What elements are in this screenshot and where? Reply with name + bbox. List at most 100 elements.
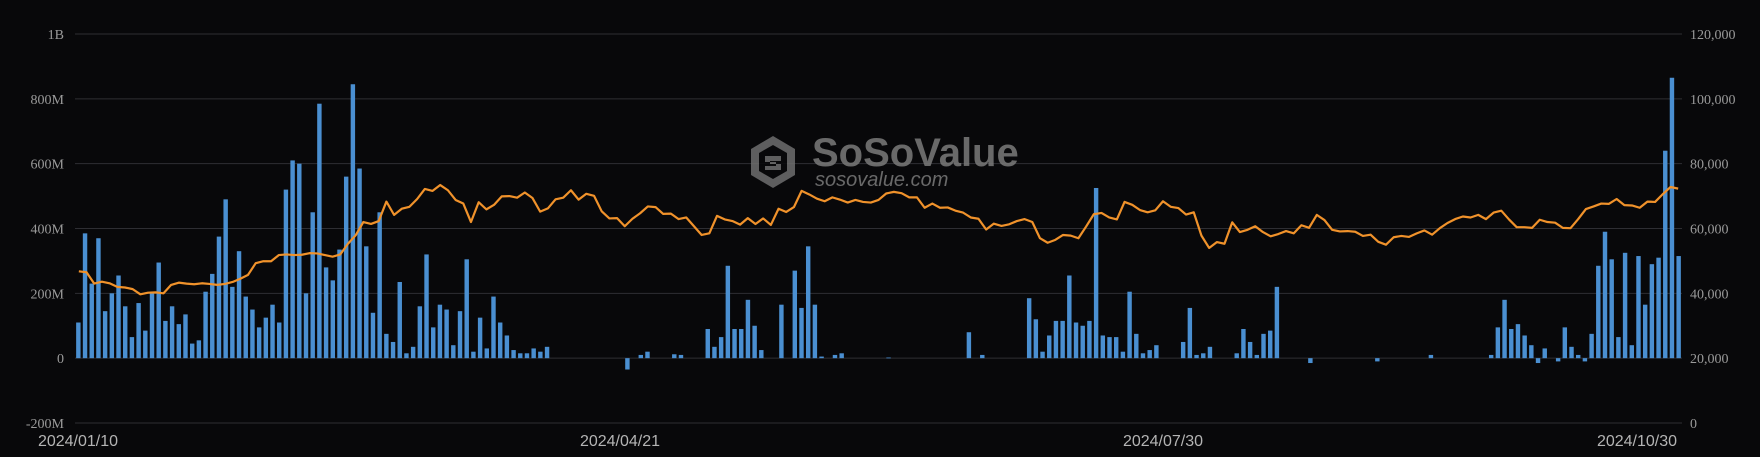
bar xyxy=(163,320,168,359)
bar xyxy=(143,330,148,359)
bar xyxy=(1261,333,1266,359)
bar xyxy=(290,160,295,359)
bar xyxy=(82,233,88,359)
bar xyxy=(263,317,269,359)
bar xyxy=(1629,345,1634,359)
bar xyxy=(1576,354,1581,359)
bar xyxy=(1154,345,1159,359)
bar xyxy=(1187,307,1193,359)
bar xyxy=(886,357,891,359)
bar xyxy=(1656,257,1661,359)
right-tick-label: 40,000 xyxy=(1690,287,1729,302)
bar xyxy=(431,327,436,359)
bar xyxy=(96,238,101,359)
bar xyxy=(337,249,342,359)
right-tick-label: 0 xyxy=(1690,417,1697,432)
left-tick-label: -200M xyxy=(26,417,65,432)
bar xyxy=(799,307,804,359)
bar xyxy=(1087,320,1092,359)
bar xyxy=(1026,298,1032,359)
bar xyxy=(1428,354,1434,359)
left-tick-label: 1B xyxy=(48,28,64,43)
bar xyxy=(397,281,402,359)
bar xyxy=(805,246,811,359)
watermark: SoSoValue sosovalue.com xyxy=(751,131,1019,191)
bar xyxy=(718,337,724,359)
left-tick-label: 0 xyxy=(57,352,64,367)
right-tick-label: 60,000 xyxy=(1690,223,1729,238)
bar xyxy=(183,314,188,359)
bar xyxy=(1308,358,1313,364)
bar xyxy=(477,317,483,359)
left-axis: 1B 800M 600M 400M 200M 0 -200M xyxy=(26,28,65,432)
bar xyxy=(277,322,282,359)
bar xyxy=(89,283,94,359)
bar xyxy=(471,351,476,359)
bar xyxy=(1562,327,1568,359)
bar xyxy=(384,333,389,359)
sosovalue-logo-icon xyxy=(751,136,795,188)
left-tick-label: 200M xyxy=(31,287,65,302)
bar xyxy=(116,275,121,359)
bar xyxy=(1093,187,1099,359)
bar xyxy=(1254,354,1260,359)
bar xyxy=(404,353,409,359)
bar xyxy=(176,324,181,359)
bar xyxy=(1241,328,1246,359)
bar xyxy=(1134,333,1139,359)
bar xyxy=(370,312,376,359)
bar xyxy=(1509,328,1514,359)
bar xyxy=(645,351,650,359)
bar xyxy=(1207,346,1213,359)
bar xyxy=(283,189,289,359)
bar xyxy=(1495,327,1501,359)
right-tick-label: 20,000 xyxy=(1690,352,1729,367)
right-tick-label: 80,000 xyxy=(1690,158,1729,173)
bar xyxy=(129,337,135,359)
bar xyxy=(531,348,536,359)
bar xyxy=(1180,341,1186,359)
right-axis: 120,000 100,000 80,000 60,000 40,000 20,000 0 xyxy=(1690,28,1736,432)
bar xyxy=(980,354,985,359)
left-tick-label: 800M xyxy=(31,93,65,108)
bar xyxy=(1140,353,1146,359)
bar xyxy=(236,251,242,359)
bar xyxy=(390,341,396,359)
bar xyxy=(230,286,235,359)
bar xyxy=(169,306,175,359)
bar xyxy=(1535,358,1541,364)
bar xyxy=(819,356,824,359)
bar xyxy=(437,304,443,359)
bar xyxy=(484,348,489,359)
bar xyxy=(457,311,463,359)
bar xyxy=(1616,337,1621,359)
bar xyxy=(1602,231,1608,359)
bar xyxy=(223,199,228,359)
bar xyxy=(1060,320,1065,359)
bar xyxy=(156,262,161,359)
bar xyxy=(250,309,255,359)
bar xyxy=(1067,275,1072,359)
bar xyxy=(491,296,496,359)
bar xyxy=(76,322,81,359)
watermark-title: SoSoValue xyxy=(812,131,1019,175)
bar xyxy=(1073,322,1079,359)
bar xyxy=(451,345,456,359)
bar xyxy=(1127,291,1132,359)
bar xyxy=(1053,320,1059,359)
x-tick-label: 2024/01/10 xyxy=(38,433,118,450)
bar xyxy=(538,351,543,359)
left-tick-label: 400M xyxy=(31,223,65,238)
bar xyxy=(752,325,757,359)
watermark-subtitle: sosovalue.com xyxy=(815,169,948,191)
bar xyxy=(518,353,523,359)
bar xyxy=(189,343,195,359)
bar xyxy=(759,350,764,359)
x-tick-label: 2024/07/30 xyxy=(1123,433,1203,450)
bar xyxy=(1080,325,1085,359)
bar xyxy=(966,332,972,359)
bar xyxy=(1569,346,1574,359)
bar xyxy=(1247,341,1253,359)
bar xyxy=(1113,337,1119,359)
bar xyxy=(444,309,449,359)
